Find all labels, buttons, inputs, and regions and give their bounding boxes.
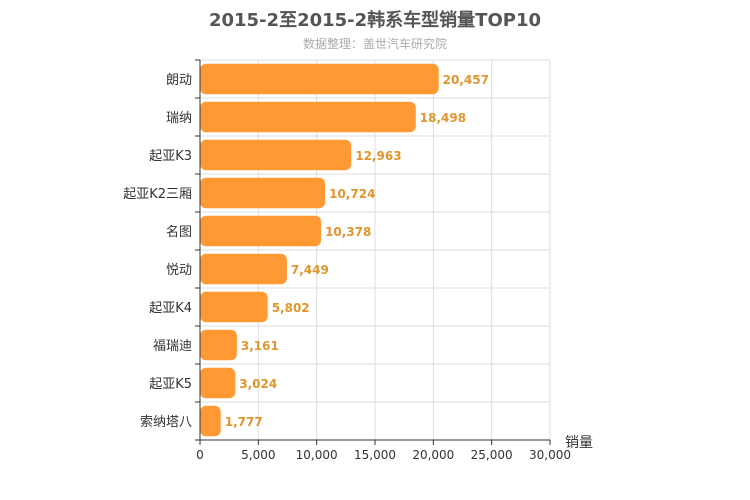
- data-label: 10,724: [329, 187, 375, 201]
- category-label: 朗动: [166, 73, 192, 88]
- data-label: 3,161: [241, 339, 279, 353]
- category-label: 起亚K5: [149, 377, 192, 392]
- chart-title: 2015-2至2015-2韩系车型销量TOP10: [208, 10, 541, 31]
- category-label: 福瑞迪: [153, 339, 192, 354]
- category-label: 名图: [166, 224, 192, 240]
- x-tick-label: 20,000: [412, 448, 454, 462]
- bar: [200, 215, 322, 247]
- x-tick-label: 5,000: [241, 448, 275, 462]
- x-tick-label: 25,000: [471, 448, 513, 462]
- x-tick-label: 30,000: [529, 448, 571, 462]
- category-label: 悦动: [166, 263, 192, 278]
- data-label: 18,498: [420, 111, 466, 125]
- data-label: 1,777: [225, 415, 263, 429]
- x-tick-label: 10,000: [296, 448, 338, 462]
- bar: [200, 139, 352, 171]
- chart-subtitle: 数据整理：盖世汽车研究院: [302, 37, 447, 51]
- bar: [200, 253, 287, 285]
- data-label: 10,378: [325, 225, 371, 239]
- category-label: 索纳塔八: [140, 415, 192, 430]
- bar: [200, 367, 236, 399]
- x-tick-label: 0: [196, 448, 204, 462]
- bar: [200, 63, 439, 95]
- x-tick-label: 15,000: [354, 448, 396, 462]
- category-label: 起亚K3: [149, 149, 192, 164]
- bar: [200, 177, 326, 209]
- category-label: 瑞纳: [166, 111, 192, 126]
- bar: [200, 329, 237, 361]
- bars: 20,457 18,498 12,963 10,724 10,378 7,449 5,802…: [200, 63, 489, 437]
- category-label: 起亚K4: [149, 301, 192, 316]
- data-label: 12,963: [355, 149, 401, 163]
- x-axis-title: 销量: [565, 435, 593, 451]
- data-label: 3,024: [239, 377, 277, 391]
- bar: [200, 291, 268, 323]
- bar: [200, 405, 221, 437]
- bar: [200, 101, 416, 133]
- category-label: 起亚K2三厢: [123, 187, 192, 202]
- data-label: 5,802: [272, 301, 310, 315]
- data-label: 20,457: [443, 73, 489, 87]
- data-label: 7,449: [291, 263, 329, 277]
- grid-lines: [199, 59, 551, 441]
